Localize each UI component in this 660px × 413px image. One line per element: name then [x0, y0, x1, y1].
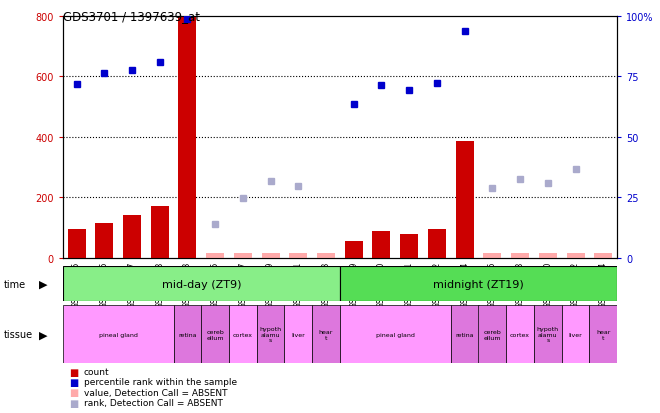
Text: hypoth
alamu
s: hypoth alamu s — [537, 327, 559, 342]
Text: pineal gland: pineal gland — [99, 332, 137, 337]
Text: mid-day (ZT9): mid-day (ZT9) — [162, 279, 241, 289]
Bar — [428, 230, 446, 258]
Bar — [534, 306, 562, 363]
Text: cereb
ellum: cereb ellum — [484, 329, 501, 340]
Bar — [234, 254, 252, 258]
Bar — [562, 306, 589, 363]
Bar — [566, 254, 585, 258]
Bar — [372, 231, 391, 258]
Bar — [340, 266, 617, 301]
Bar — [312, 306, 340, 363]
Bar — [511, 254, 529, 258]
Text: cereb
ellum: cereb ellum — [207, 329, 224, 340]
Bar — [317, 254, 335, 258]
Text: liver: liver — [569, 332, 582, 337]
Text: retina: retina — [178, 332, 197, 337]
Bar — [284, 306, 312, 363]
Bar — [589, 306, 617, 363]
Text: ▶: ▶ — [39, 279, 47, 289]
Bar — [178, 17, 197, 258]
Bar — [67, 230, 86, 258]
Bar — [594, 254, 612, 258]
Text: hear
t: hear t — [596, 329, 610, 340]
Bar — [451, 306, 478, 363]
Bar — [229, 306, 257, 363]
Bar — [261, 254, 280, 258]
Bar — [150, 207, 169, 258]
Text: hear
t: hear t — [319, 329, 333, 340]
Text: ▶: ▶ — [39, 330, 47, 339]
Text: ■: ■ — [69, 377, 79, 387]
Bar — [478, 306, 506, 363]
Text: ■: ■ — [69, 387, 79, 397]
Bar — [95, 223, 114, 258]
Bar — [257, 306, 284, 363]
Text: ■: ■ — [69, 367, 79, 377]
Text: liver: liver — [292, 332, 305, 337]
Bar — [201, 306, 229, 363]
Bar — [506, 306, 534, 363]
Text: value, Detection Call = ABSENT: value, Detection Call = ABSENT — [84, 388, 227, 397]
Bar — [63, 266, 340, 301]
Text: cortex: cortex — [510, 332, 530, 337]
Bar — [345, 242, 363, 258]
Text: rank, Detection Call = ABSENT: rank, Detection Call = ABSENT — [84, 398, 222, 407]
Bar — [174, 306, 201, 363]
Bar — [400, 235, 418, 258]
Text: ■: ■ — [69, 398, 79, 408]
Text: time: time — [3, 279, 26, 289]
Bar — [455, 142, 474, 258]
Text: pineal gland: pineal gland — [376, 332, 414, 337]
Text: tissue: tissue — [3, 330, 32, 339]
Text: midnight (ZT19): midnight (ZT19) — [433, 279, 524, 289]
Text: hypoth
alamu
s: hypoth alamu s — [259, 327, 282, 342]
Text: GDS3701 / 1397639_at: GDS3701 / 1397639_at — [63, 10, 200, 23]
Text: count: count — [84, 367, 110, 376]
Bar — [340, 306, 451, 363]
Text: percentile rank within the sample: percentile rank within the sample — [84, 377, 237, 387]
Bar — [123, 216, 141, 258]
Bar — [539, 254, 557, 258]
Bar — [289, 254, 308, 258]
Text: cortex: cortex — [233, 332, 253, 337]
Bar — [63, 306, 174, 363]
Bar — [483, 254, 502, 258]
Text: retina: retina — [455, 332, 474, 337]
Bar — [206, 254, 224, 258]
